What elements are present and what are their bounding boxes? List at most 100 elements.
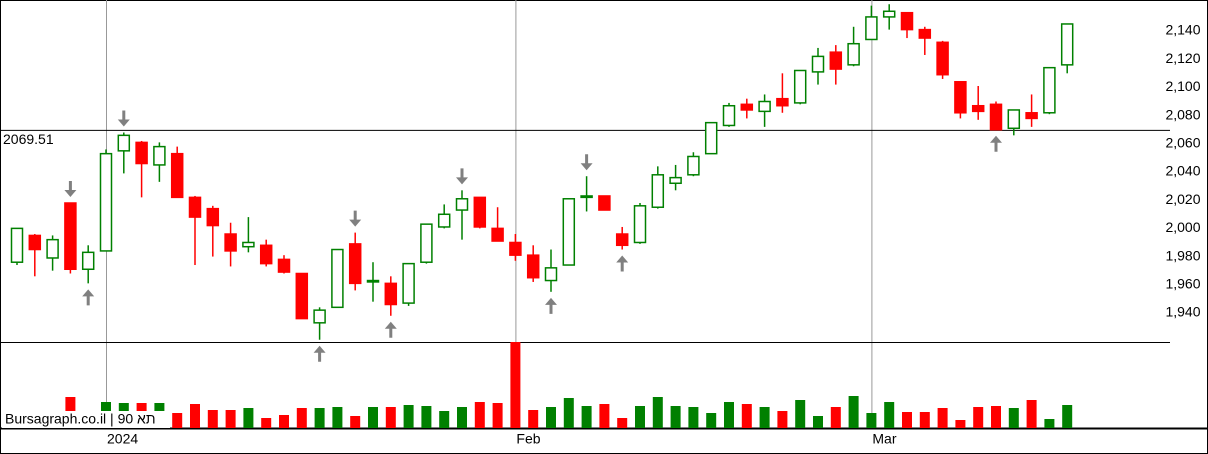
volume-bar [617, 418, 628, 428]
volume-bar [919, 412, 930, 428]
candle-body [206, 207, 220, 227]
volume-bar [973, 407, 984, 428]
candle-body [936, 41, 949, 76]
candle-body [117, 134, 131, 152]
x-tick-label: 2024 [107, 431, 138, 447]
candle-body [259, 244, 273, 265]
y-tick-label: 2,120 [1165, 50, 1200, 66]
candle-body [10, 227, 24, 263]
candle-body [526, 254, 540, 279]
buy-arrow [545, 297, 557, 314]
volume-bar [1026, 400, 1037, 428]
candle-body [740, 103, 754, 111]
reference-label: 2069.51 [3, 131, 54, 147]
sell-arrow [117, 110, 130, 127]
buy-arrow [990, 135, 1002, 152]
candle-body [420, 223, 433, 263]
candle-body [153, 145, 166, 166]
candle-body [437, 213, 451, 228]
candle-body [81, 251, 95, 271]
candle-body [918, 28, 932, 39]
buy-arrow [384, 321, 397, 338]
volume-bar [314, 408, 325, 428]
candle-body [170, 152, 184, 199]
volume-bar [991, 406, 1001, 428]
buy-arrow [616, 255, 629, 272]
y-tick-label: 2,020 [1165, 191, 1200, 207]
volume-bar [225, 410, 236, 428]
volume-bar [830, 407, 841, 428]
candle-body [580, 195, 593, 199]
buy-arrow [82, 289, 95, 306]
volume-bar [599, 404, 610, 428]
y-tick-label: 2,060 [1165, 134, 1200, 150]
volume-bar [759, 407, 770, 428]
candle-body [544, 267, 558, 282]
candle-body [651, 174, 665, 208]
candle-body [847, 42, 860, 66]
volume-bar [403, 405, 414, 428]
candle-body [331, 248, 344, 309]
candle-body [615, 233, 629, 247]
sell-arrow [456, 168, 468, 185]
volume-bar [546, 407, 556, 428]
volume-bar [741, 404, 752, 428]
volume-bar [884, 402, 895, 428]
candle-body [295, 272, 309, 320]
volume-bar [563, 398, 574, 428]
volume-bar [439, 411, 450, 428]
candle-body [348, 243, 362, 285]
volume-bar [652, 397, 663, 428]
volume-bar [902, 412, 912, 428]
volume-bar [385, 407, 396, 428]
volume-bar [421, 406, 432, 428]
volume-bar [937, 408, 948, 428]
volume-bar [457, 407, 467, 428]
volume-bar [866, 413, 877, 428]
volume-bar [261, 418, 272, 428]
volume-bar [528, 410, 539, 428]
volume-bar [190, 404, 200, 428]
y-tick-label: 1,940 [1165, 304, 1200, 320]
volume-bar [688, 407, 699, 428]
y-tick-label: 2,040 [1165, 163, 1200, 179]
candle-body [811, 55, 825, 73]
volume-bar [492, 403, 503, 428]
candle-body [384, 282, 398, 306]
candle-body [1060, 23, 1074, 66]
volume-bar [243, 408, 254, 428]
candle-body [971, 104, 985, 113]
candle-body [776, 97, 789, 107]
candle-body [954, 81, 967, 114]
volume-bar [670, 406, 681, 428]
volume-bar [350, 416, 361, 428]
candle-body [188, 196, 202, 218]
candle-body [509, 241, 522, 256]
candle-body [793, 69, 807, 104]
candle-body [46, 238, 59, 259]
candle-body [28, 234, 42, 251]
y-tick-label: 1,960 [1165, 275, 1200, 291]
volume-bar [332, 407, 343, 428]
volume-bar [1062, 405, 1073, 428]
volume-bar [172, 413, 183, 428]
volume-bar [777, 411, 788, 428]
candle-body [277, 258, 291, 273]
volume-bar [296, 408, 307, 428]
sell-arrow [580, 154, 593, 171]
y-tick-label: 2,080 [1165, 106, 1200, 122]
x-tick-label: Feb [516, 431, 540, 447]
candle-body [562, 198, 576, 266]
y-tick-label: 2,140 [1165, 22, 1200, 38]
candle-body [366, 279, 380, 283]
volume-bar [724, 402, 734, 428]
volume-bar [848, 396, 859, 428]
candle-body [313, 309, 326, 324]
candle-body [242, 241, 255, 248]
volume-bar [474, 402, 485, 428]
candle-body [455, 198, 469, 211]
candle-body [829, 51, 843, 70]
candle-body [687, 155, 700, 176]
